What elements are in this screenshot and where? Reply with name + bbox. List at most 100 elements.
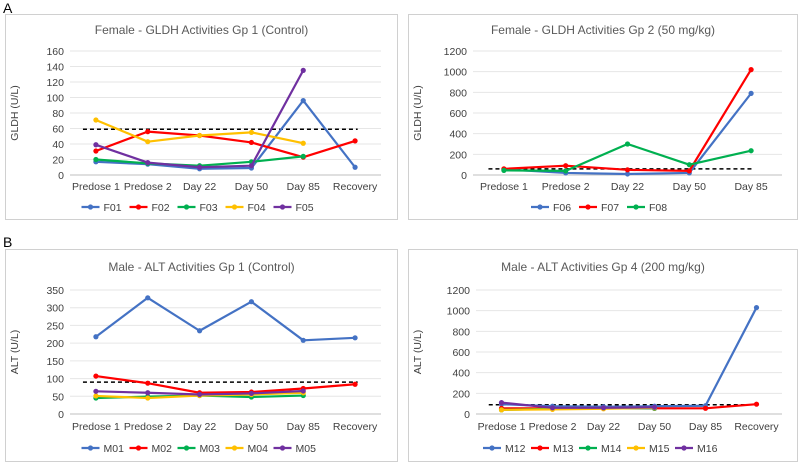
data-point-f07 bbox=[563, 163, 569, 169]
data-point-f03 bbox=[93, 156, 99, 163]
data-point-f01 bbox=[300, 98, 306, 104]
x-tick-label: Day 22 bbox=[587, 421, 620, 433]
chart-title: Female - GLDH Activities Gp 1 (Control) bbox=[95, 23, 308, 37]
legend-label-m01: M01 bbox=[104, 443, 125, 455]
y-tick-label: 140 bbox=[46, 62, 64, 74]
data-point-m13 bbox=[702, 405, 709, 411]
legend-label-f03: F03 bbox=[200, 202, 218, 214]
legend-label-f04: F04 bbox=[248, 202, 266, 214]
data-point-f08 bbox=[501, 167, 507, 173]
data-point-m01 bbox=[300, 337, 306, 343]
y-tick-label: 0 bbox=[58, 409, 64, 421]
legend-label-m14: M14 bbox=[601, 443, 622, 455]
data-point-f05 bbox=[300, 67, 306, 73]
data-point-f08 bbox=[748, 148, 754, 154]
data-point-f05 bbox=[93, 142, 99, 148]
data-point-f06 bbox=[748, 90, 754, 96]
x-tick-label: Predose 2 bbox=[542, 181, 590, 193]
data-point-f04 bbox=[248, 129, 255, 135]
y-tick-label: 400 bbox=[449, 129, 467, 141]
y-tick-label: 200 bbox=[449, 149, 467, 161]
chart-title: Male - ALT Activities Gp 1 (Control) bbox=[108, 260, 294, 274]
y-tick-label: 1000 bbox=[444, 67, 468, 79]
data-point-m05 bbox=[248, 390, 255, 397]
data-point-m05 bbox=[300, 388, 306, 394]
data-point-m02 bbox=[145, 380, 151, 386]
x-tick-label: Recovery bbox=[734, 421, 779, 433]
y-axis-title: ALT (U/L) bbox=[412, 330, 424, 375]
series-line-m02 bbox=[95, 375, 356, 394]
y-tick-label: 150 bbox=[46, 356, 64, 368]
y-tick-label: 0 bbox=[461, 170, 467, 182]
x-tick-label: Predose 1 bbox=[480, 181, 528, 193]
legend-marker-f08 bbox=[633, 204, 639, 210]
legend-label-m13: M13 bbox=[553, 443, 574, 455]
data-point-m16 bbox=[549, 405, 556, 411]
legend-label-m02: M02 bbox=[152, 443, 173, 455]
data-point-m01 bbox=[352, 335, 358, 341]
legend-marker-f06 bbox=[537, 204, 543, 210]
y-tick-label: 1200 bbox=[444, 46, 468, 58]
legend-marker-f01 bbox=[87, 204, 94, 210]
data-point-m16 bbox=[498, 400, 505, 406]
chart-title: Male - ALT Activities Gp 4 (200 mg/kg) bbox=[501, 260, 705, 274]
y-tick-label: 160 bbox=[46, 46, 64, 58]
y-tick-label: 100 bbox=[46, 374, 64, 386]
legend-marker-m05 bbox=[279, 445, 286, 451]
data-point-f07 bbox=[748, 67, 754, 73]
legend-marker-f04 bbox=[231, 204, 238, 210]
y-tick-label: 300 bbox=[46, 303, 64, 315]
legend-label-f07: F07 bbox=[601, 202, 619, 214]
data-point-m05 bbox=[196, 391, 203, 398]
data-point-m01 bbox=[93, 334, 99, 340]
x-tick-label: Day 50 bbox=[673, 181, 706, 193]
data-point-m01 bbox=[145, 295, 151, 301]
data-point-m15 bbox=[498, 407, 505, 413]
x-tick-label: Day 50 bbox=[235, 421, 268, 433]
y-tick-label: 400 bbox=[452, 368, 470, 380]
legend-label-m03: M03 bbox=[200, 443, 221, 455]
x-tick-label: Predose 1 bbox=[72, 181, 120, 193]
data-point-m04 bbox=[145, 395, 151, 401]
y-tick-label: 100 bbox=[46, 93, 64, 105]
y-tick-label: 800 bbox=[452, 326, 470, 338]
legend-label-m05: M05 bbox=[296, 443, 317, 455]
y-tick-label: 200 bbox=[46, 338, 64, 350]
data-point-f05 bbox=[248, 163, 255, 169]
data-point-f04 bbox=[196, 132, 203, 139]
data-point-f05 bbox=[145, 160, 151, 166]
data-point-m01 bbox=[196, 328, 203, 334]
legend-marker-m01 bbox=[87, 445, 94, 451]
data-point-f08 bbox=[563, 168, 569, 174]
chart-female-gldh-gp1: Female - GLDH Activities Gp 1 (Control) 0… bbox=[5, 14, 398, 220]
chart-frame bbox=[5, 249, 398, 462]
x-tick-label: Predose 1 bbox=[72, 421, 120, 433]
legend-marker-m16 bbox=[681, 445, 687, 451]
data-point-m16 bbox=[600, 405, 607, 411]
x-tick-label: Day 85 bbox=[287, 181, 320, 193]
legend-label-f06: F06 bbox=[553, 202, 571, 214]
x-tick-label: Day 50 bbox=[638, 421, 671, 433]
series-line-f02 bbox=[95, 130, 356, 159]
data-point-f07 bbox=[624, 167, 631, 173]
y-tick-label: 250 bbox=[46, 320, 64, 332]
data-point-f02 bbox=[93, 148, 99, 154]
legend-marker-m04 bbox=[231, 445, 238, 451]
y-tick-label: 1000 bbox=[447, 306, 471, 318]
data-point-m05 bbox=[93, 388, 99, 394]
legend-label-m16: M16 bbox=[697, 443, 718, 455]
chart-female-gldh-gp2: Female - GLDH Activities Gp 2 (50 mg/kg)… bbox=[408, 14, 798, 220]
chart-frame bbox=[5, 14, 398, 220]
data-point-m02 bbox=[93, 373, 99, 379]
x-tick-label: Day 50 bbox=[235, 181, 268, 193]
y-tick-label: 80 bbox=[52, 108, 64, 120]
x-tick-label: Recovery bbox=[333, 181, 378, 193]
data-point-m16 bbox=[651, 404, 658, 410]
x-tick-label: Recovery bbox=[333, 421, 378, 433]
y-tick-label: 200 bbox=[452, 388, 470, 400]
y-tick-label: 600 bbox=[449, 108, 467, 120]
legend-label-m15: M15 bbox=[649, 443, 670, 455]
data-point-f05 bbox=[196, 164, 203, 170]
y-axis-title: GLDH (U/L) bbox=[412, 85, 424, 140]
y-tick-label: 0 bbox=[58, 170, 64, 182]
